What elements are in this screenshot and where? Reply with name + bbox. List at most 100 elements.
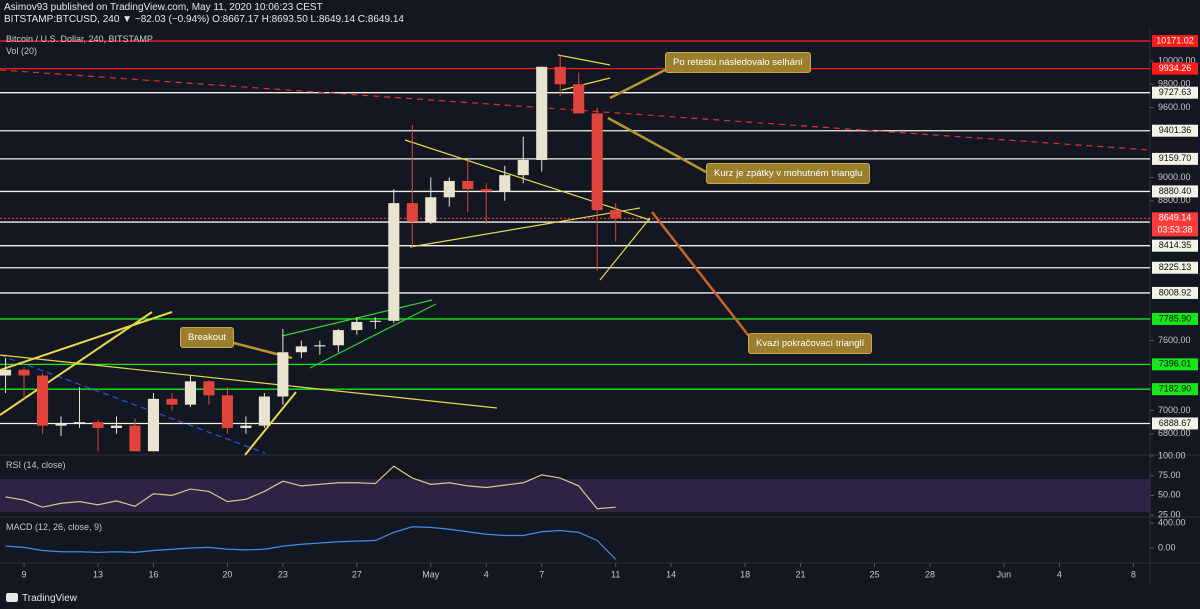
x-tick-label: 25 <box>870 569 880 579</box>
candle-body <box>221 395 233 428</box>
x-tick-label: 28 <box>925 569 935 579</box>
countdown: 03:53:38 <box>1157 225 1192 235</box>
logo <box>6 593 18 602</box>
candle-body <box>332 330 344 346</box>
y-tick-label: 8800.00 <box>1158 195 1191 205</box>
candle-body <box>147 398 160 452</box>
x-tick-label: 8 <box>1131 569 1136 579</box>
level-box <box>1152 358 1198 371</box>
annotation: Po retestu následovalo selhání <box>665 52 811 73</box>
level-box <box>1152 312 1198 325</box>
y-tick-label: 0.00 <box>1158 542 1176 552</box>
candle-body <box>73 422 86 424</box>
channel-line <box>309 303 437 369</box>
candle-body <box>406 203 418 222</box>
chart-title: Bitcoin / U.S. Dollar, 240, BITSTAMP <box>6 34 153 44</box>
candle-body <box>369 320 381 322</box>
x-tick-label: 20 <box>222 569 232 579</box>
level-box <box>1152 86 1198 99</box>
candle-body <box>277 352 289 397</box>
annotation: Kvazi pokračovací trianglí <box>748 333 873 354</box>
candle-body <box>610 210 622 219</box>
level-label: 9159.70 <box>1159 153 1192 163</box>
level-label: 6888.67 <box>1159 418 1192 428</box>
y-tick-label: 10000.00 <box>1158 55 1196 65</box>
x-tick-label: 18 <box>740 569 750 579</box>
candle-body <box>36 375 49 426</box>
y-tick-label: 400.00 <box>1158 517 1186 527</box>
annotation: Kurz je zpátky v mohutném trianglu <box>706 163 871 184</box>
x-tick-label: 4 <box>484 569 489 579</box>
level-label: 9727.63 <box>1159 87 1192 97</box>
x-tick-label: 9 <box>22 569 27 579</box>
candle-body <box>480 189 492 192</box>
candle-body <box>258 396 270 426</box>
arrow <box>607 116 707 174</box>
x-tick-label: 16 <box>148 569 158 579</box>
annotation: Breakout <box>180 327 235 348</box>
x-tick-label: 13 <box>93 569 103 579</box>
x-tick-label: 11 <box>611 569 620 579</box>
x-tick-label: 27 <box>352 569 362 579</box>
last-price-box <box>1152 212 1198 237</box>
candle-body <box>129 425 141 452</box>
y-tick-label: 25.00 <box>1158 509 1181 519</box>
rsi-label: RSI (14, close) <box>6 460 66 470</box>
level-label: 9401.36 <box>1159 125 1192 135</box>
level-label: 7396.01 <box>1159 359 1192 369</box>
triangle-line <box>404 139 651 221</box>
candle-body <box>18 369 30 376</box>
symbol-line: BITSTAMP:BTCUSD, 240 ▼ −82.03 (−0.94%) O… <box>4 14 404 25</box>
arrow <box>651 211 753 341</box>
arrow <box>609 68 666 100</box>
level-label: 8008.92 <box>1159 287 1192 297</box>
x-tick-label: Jun <box>997 569 1012 579</box>
candle-body <box>536 66 548 161</box>
candle-body <box>0 369 12 376</box>
level-box <box>1152 261 1198 274</box>
level-box <box>1152 417 1198 430</box>
candle-body <box>203 381 215 396</box>
trend-line <box>244 391 297 456</box>
y-tick-label: 9000.00 <box>1158 172 1191 182</box>
candle-body <box>462 180 474 190</box>
level-box <box>1152 62 1198 75</box>
level-label: 8880.40 <box>1159 186 1192 196</box>
candle-body <box>184 381 196 405</box>
y-tick-label: 9600.00 <box>1158 102 1191 112</box>
macd-label: MACD (12, 26, close, 9) <box>6 522 103 532</box>
candle-body <box>295 346 307 353</box>
level-label: 8414.35 <box>1159 240 1192 250</box>
level-box <box>1152 185 1198 198</box>
x-tick-label: May <box>422 569 440 579</box>
author-line: Asimov93 published on TradingView.com, M… <box>4 2 323 13</box>
x-tick-label: 21 <box>796 569 806 579</box>
candle-body <box>425 197 437 222</box>
x-tick-label: 4 <box>1057 569 1062 579</box>
footer-logo <box>6 593 18 602</box>
y-tick-label: 7600.00 <box>1158 335 1191 345</box>
level-box <box>1152 383 1198 396</box>
level-label: 7182.90 <box>1159 384 1192 394</box>
y-tick-label: 6800.00 <box>1158 428 1191 438</box>
y-tick-label: 50.00 <box>1158 490 1181 500</box>
candle-body <box>110 425 123 428</box>
candle-body <box>92 422 104 428</box>
y-tick-label: 100.00 <box>1158 450 1186 460</box>
panel-separators <box>0 28 1200 584</box>
candle-body <box>591 113 603 211</box>
trend-line <box>0 311 173 371</box>
indicator-line <box>5 526 617 560</box>
level-box <box>1152 124 1198 137</box>
level-label: 7785.90 <box>1159 313 1192 323</box>
level-box <box>1152 239 1198 252</box>
x-tick-label: 7 <box>539 569 544 579</box>
candle-body <box>388 203 400 321</box>
level-label: 8225.13 <box>1159 262 1192 272</box>
trend-line <box>0 354 498 409</box>
candle-body <box>443 180 455 198</box>
x-tick-label: 23 <box>278 569 288 579</box>
